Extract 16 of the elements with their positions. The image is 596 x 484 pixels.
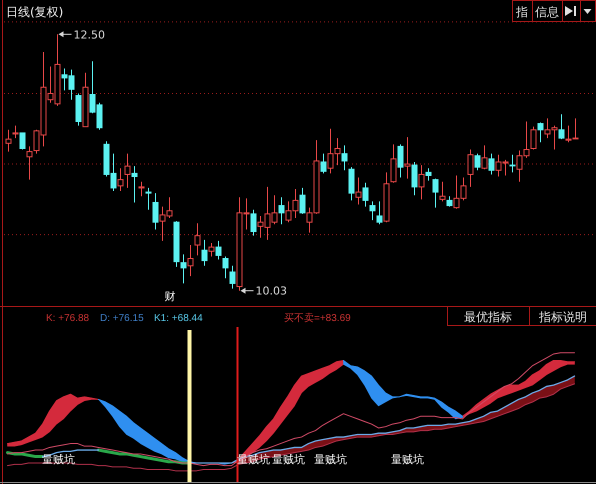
annotation: 量贼坑 [391,453,424,466]
annotation: 指 [516,5,528,19]
annotation: 买不卖=+83.69 [284,313,351,324]
annotation: K1: +68.44 [154,313,203,324]
annotation: 指标说明 [539,310,587,324]
annotation: 财 [164,290,176,303]
annotation: 量贼坑 [42,453,75,466]
annotation: D: +76.15 [100,313,144,324]
annotation: 12.50 [74,28,105,42]
annotation: 量贼坑 [272,453,305,466]
annotation: K: +76.88 [46,313,90,324]
annotation: 量贼坑 [314,453,347,466]
annotation: 信息 [535,5,559,19]
annotation: 10.03 [256,284,287,298]
annotation: 最优指标 [464,310,512,324]
title: 日线(复权) [6,5,64,19]
